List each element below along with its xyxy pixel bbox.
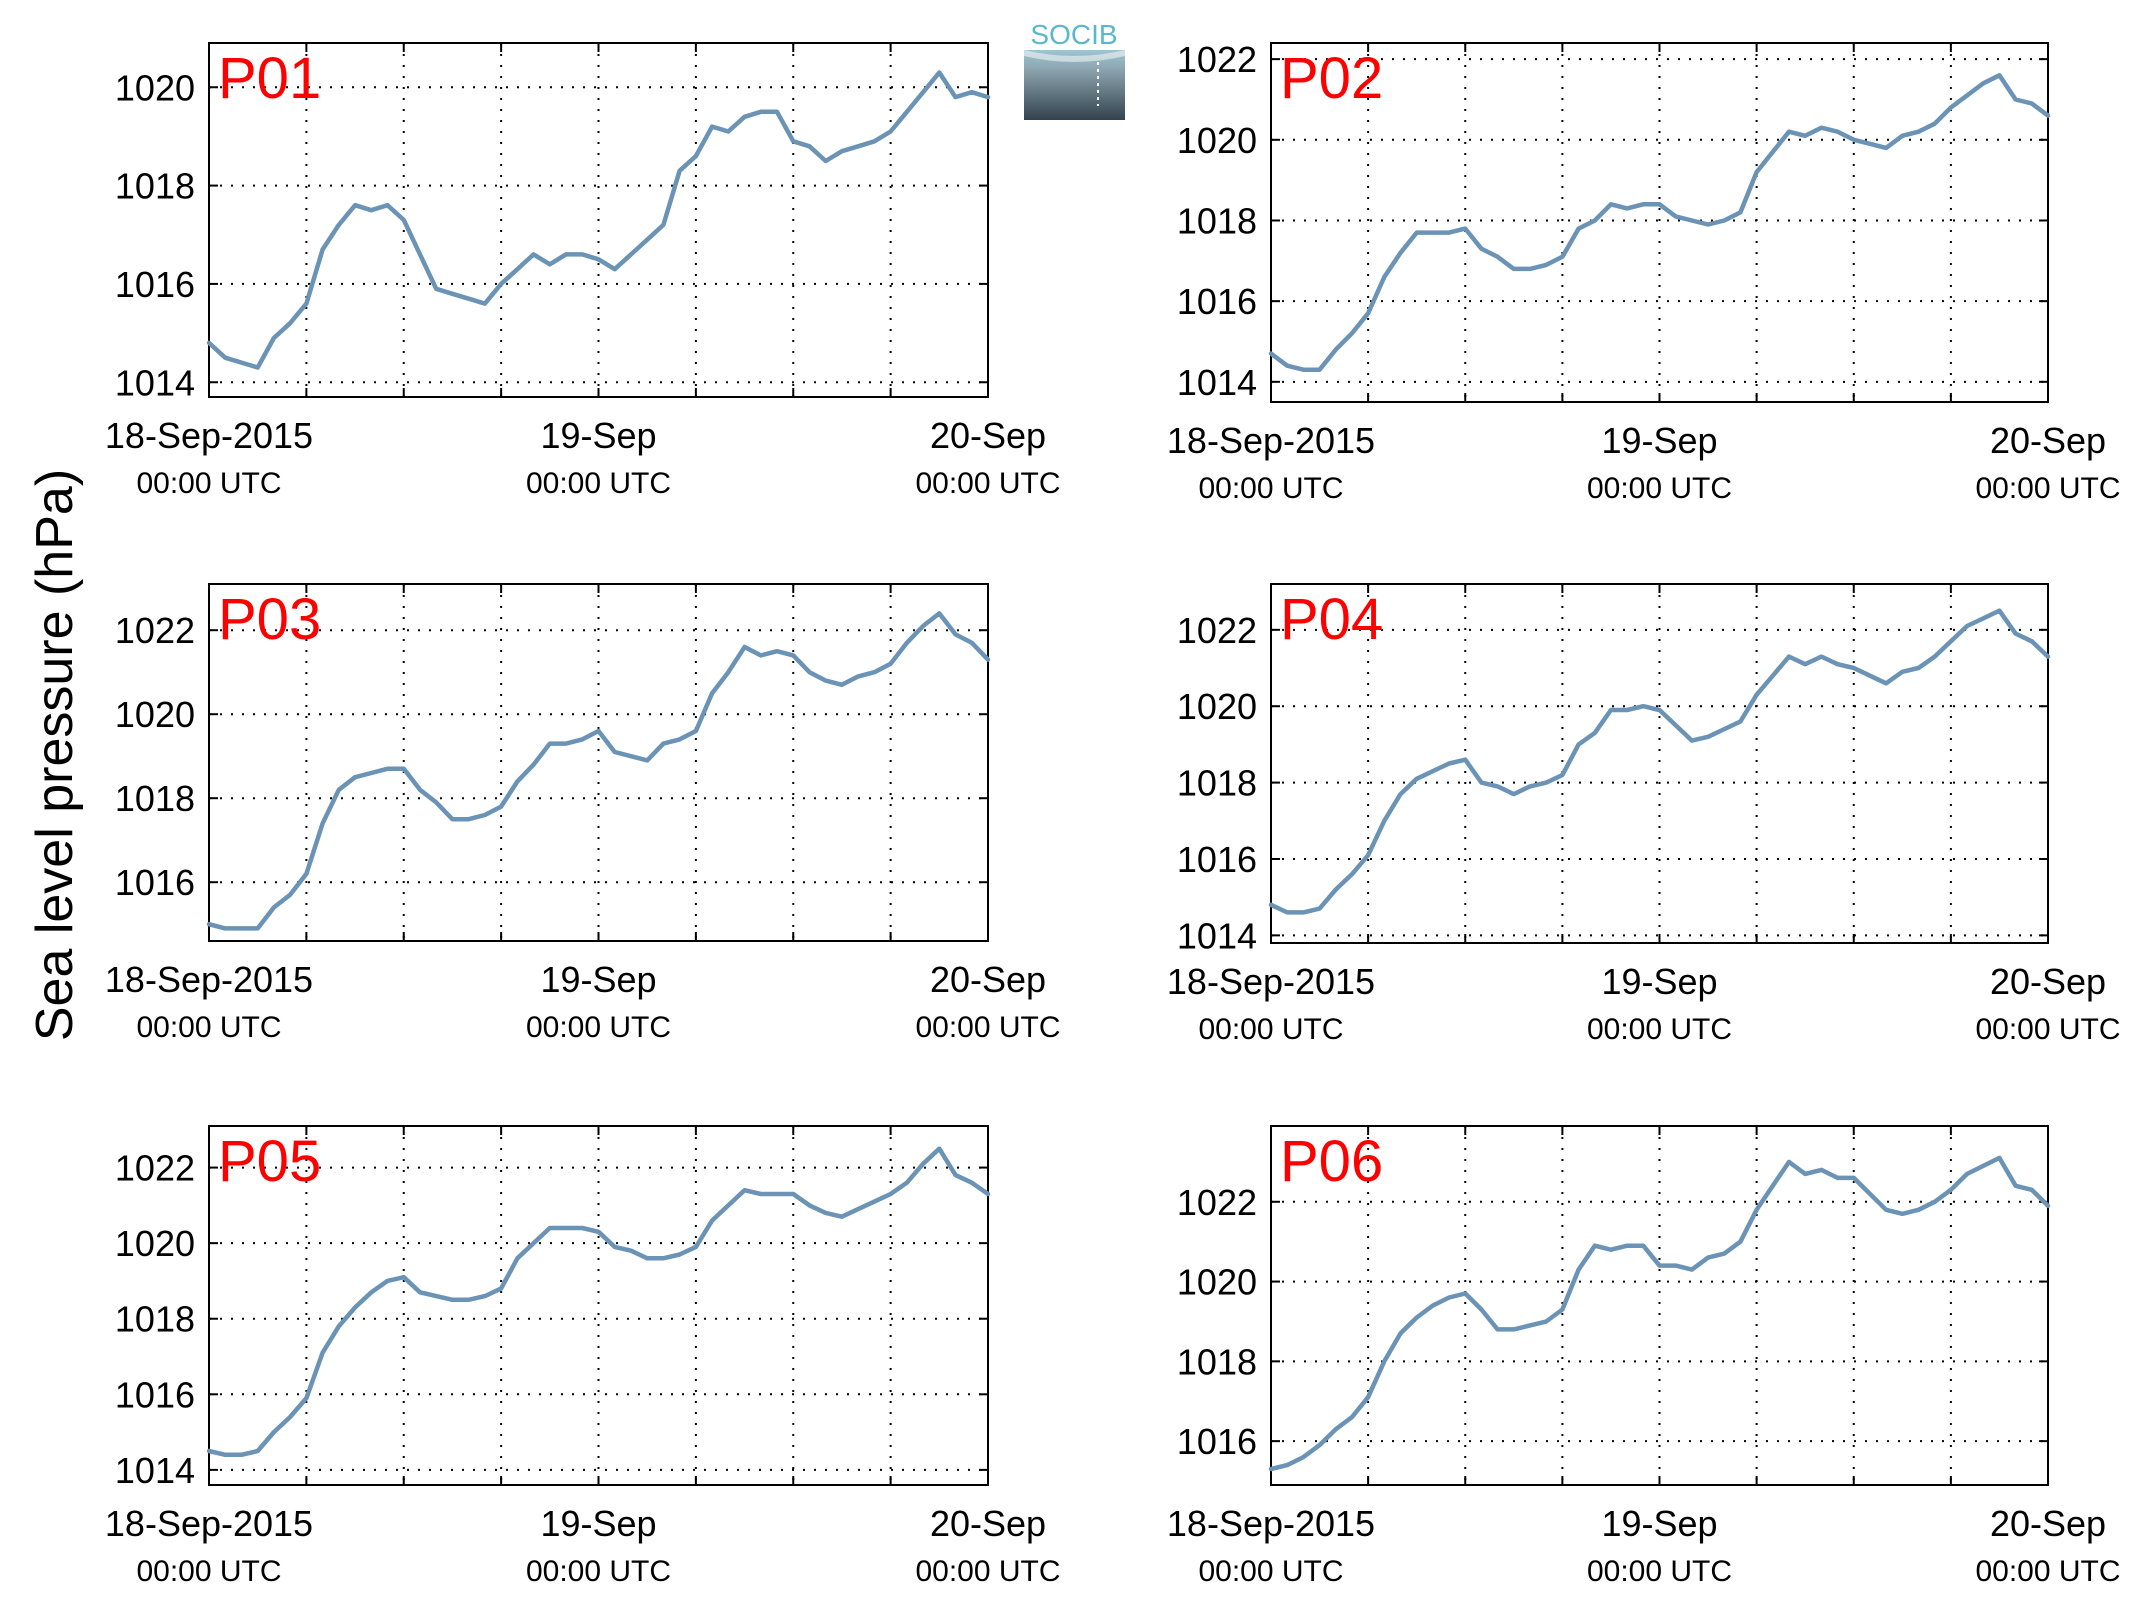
x-tick-label-time: 00:00 UTC [915,1011,1060,1044]
series-line [1268,608,2051,915]
axes-frame [1270,583,2049,944]
x-tick-label-time: 00:00 UTC [1587,1555,1732,1588]
axes-frame [1270,1125,2049,1486]
y-tick-label: 1016 [115,1374,195,1415]
x-tick-label-date: 18-Sep-2015 [1167,420,1375,461]
axes-frame [1270,42,2049,403]
x-tick-label-date: 20-Sep [930,1503,1046,1544]
x-tick-label-date: 20-Sep [1990,420,2106,461]
x-tick-label-date: 18-Sep-2015 [1167,961,1375,1002]
panel-label: P02 [1280,46,1383,111]
x-tick-label-date: 20-Sep [930,415,1046,456]
y-tick-label: 1022 [1177,610,1257,651]
y-tick-label: 1020 [115,67,195,108]
series-line [206,1146,991,1458]
chart-panel-p01: 1014 1016 1018 1020 18-Sep-2015 00:00 UTC 19-S… [105,42,1061,500]
y-tick-label: 1020 [1177,120,1257,161]
x-tick-label-date: 18-Sep-2015 [105,415,313,456]
y-tick-label: 1022 [115,610,195,651]
chart-panel-p02: 1014 1016 1018 1020 1022 18-Sep-2015 00:00 UTC… [1167,39,2121,505]
y-tick-label: 1018 [1177,1341,1257,1382]
series-line [1268,1155,2051,1472]
x-tick-label-date: 19-Sep [540,415,656,456]
chart-panel-p04: 1014 1016 1018 1020 1022 18-Sep-2015 00:00 UTC… [1167,583,2121,1046]
y-tick-label: 1018 [115,778,195,819]
y-tick-label: 1014 [115,1450,195,1491]
y-axis-label: Sea level pressure (hPa) [26,469,84,1041]
x-tick-label-time: 00:00 UTC [136,1555,281,1588]
panel-label: P05 [218,1129,321,1194]
panel-label: P01 [218,46,321,111]
x-tick-label-date: 20-Sep [1990,961,2106,1002]
series-line [1268,73,2051,372]
x-tick-label-time: 00:00 UTC [915,1555,1060,1588]
panel-label: P03 [218,587,321,652]
y-tick-label: 1020 [115,1223,195,1264]
series-line [206,611,991,931]
x-tick-label-time: 00:00 UTC [1975,1555,2120,1588]
y-tick-label: 1016 [115,862,195,903]
x-tick-label-date: 20-Sep [930,959,1046,1000]
panel-label: P04 [1280,587,1383,652]
panels: 1014 1016 1018 1020 18-Sep-2015 00:00 UTC 19-S… [105,39,2121,1588]
socib-logo: SOCIB [1024,19,1125,120]
y-tick-label: 1014 [115,362,195,403]
x-tick-label-date: 19-Sep [540,959,656,1000]
y-tick-label: 1022 [1177,39,1257,80]
y-tick-label: 1020 [1177,686,1257,727]
x-tick-label-time: 00:00 UTC [136,1011,281,1044]
x-tick-label-time: 00:00 UTC [915,467,1060,500]
logo-wave [1024,50,1125,62]
x-tick-label-time: 00:00 UTC [1975,472,2120,505]
y-tick-label: 1018 [115,166,195,207]
x-tick-label-time: 00:00 UTC [526,1011,671,1044]
y-tick-label: 1016 [1177,1421,1257,1462]
panel-label: P06 [1280,1129,1383,1194]
x-tick-label-date: 19-Sep [540,1503,656,1544]
x-tick-label-date: 18-Sep-2015 [105,1503,313,1544]
x-tick-label-time: 00:00 UTC [1587,1013,1732,1046]
axes-frame [208,583,989,942]
x-tick-label-time: 00:00 UTC [1198,472,1343,505]
y-tick-label: 1020 [1177,1262,1257,1303]
axes-frame [208,1125,989,1486]
chart-panel-p03: 1016 1018 1020 1022 18-Sep-2015 00:00 UTC 19-S… [105,583,1061,1044]
chart-panel-p06: 1016 1018 1020 1022 18-Sep-2015 00:00 UTC 19-S… [1167,1125,2121,1588]
x-tick-label-time: 00:00 UTC [1198,1555,1343,1588]
y-tick-label: 1018 [115,1299,195,1340]
y-tick-label: 1018 [1177,763,1257,804]
y-tick-label: 1014 [1177,362,1257,403]
x-tick-label-time: 00:00 UTC [526,1555,671,1588]
y-tick-label: 1018 [1177,200,1257,241]
x-tick-label-date: 20-Sep [1990,1503,2106,1544]
x-tick-label-date: 19-Sep [1601,420,1717,461]
chart-panel-p05: 1014 1016 1018 1020 1022 18-Sep-2015 00:00 UTC… [105,1125,1061,1588]
y-tick-label: 1016 [1177,839,1257,880]
y-tick-label: 1020 [115,694,195,735]
y-tick-label: 1016 [115,264,195,305]
x-tick-label-time: 00:00 UTC [1587,472,1732,505]
y-tick-label: 1022 [115,1148,195,1189]
x-tick-label-date: 18-Sep-2015 [1167,1503,1375,1544]
logo-text: SOCIB [1030,19,1117,50]
x-tick-label-date: 18-Sep-2015 [105,959,313,1000]
x-tick-label-time: 00:00 UTC [526,467,671,500]
x-tick-label-time: 00:00 UTC [1198,1013,1343,1046]
x-tick-label-time: 00:00 UTC [136,467,281,500]
y-tick-label: 1022 [1177,1182,1257,1223]
x-tick-label-date: 19-Sep [1601,961,1717,1002]
y-tick-label: 1014 [1177,915,1257,956]
x-tick-label-time: 00:00 UTC [1975,1013,2120,1046]
series-line [206,70,991,370]
y-tick-label: 1016 [1177,281,1257,322]
x-tick-label-date: 19-Sep [1601,1503,1717,1544]
